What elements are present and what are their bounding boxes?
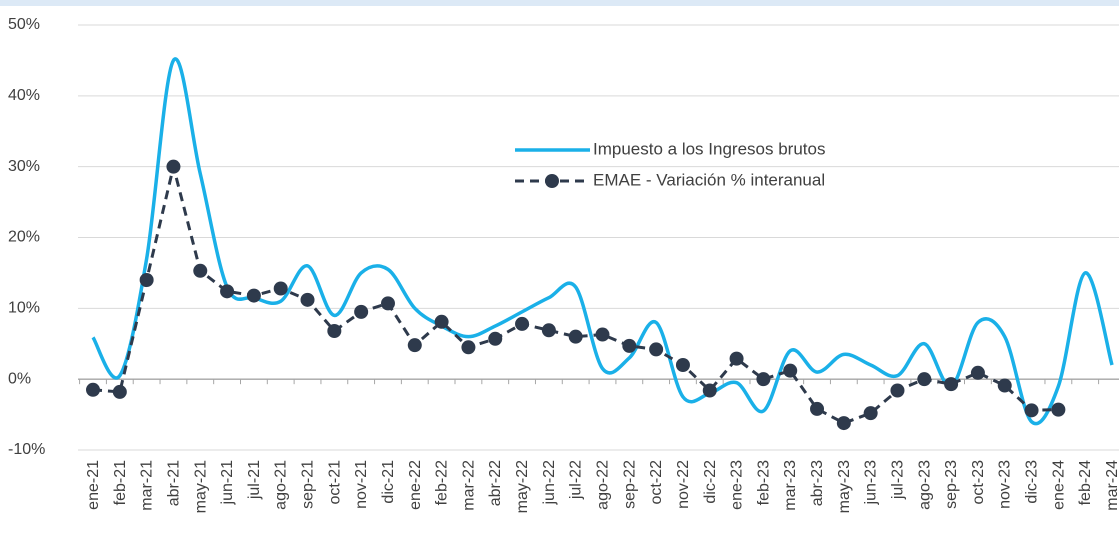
marker: [354, 304, 369, 319]
marker: [166, 159, 181, 174]
x-tick-label: dic-21: [380, 460, 397, 504]
marker: [810, 401, 825, 416]
y-tick-label: 10%: [8, 300, 40, 317]
x-tick-label: ene-23: [729, 460, 746, 510]
x-tick-label: jun-23: [863, 460, 880, 506]
y-tick-label: 0%: [8, 370, 31, 387]
marker: [139, 273, 154, 287]
x-tick-label: nov-22: [675, 460, 692, 509]
x-tick-label: oct-22: [648, 460, 665, 505]
marker: [1024, 403, 1039, 418]
x-tick-label: jul-22: [568, 460, 585, 500]
x-tick-label: mar-22: [460, 460, 477, 511]
marker: [515, 316, 530, 331]
marker: [675, 358, 690, 372]
marker: [488, 331, 503, 346]
x-tick-label: may-23: [836, 460, 853, 513]
top-band: [0, 0, 1119, 6]
x-tick-label: oct-21: [326, 460, 343, 505]
marker: [836, 416, 851, 431]
marker: [541, 323, 556, 338]
marker: [461, 340, 476, 355]
x-tick-label: mar-24: [1104, 460, 1119, 511]
x-tick-label: mar-21: [139, 460, 156, 511]
series-line: [91, 57, 1114, 426]
marker: [1051, 402, 1066, 417]
marker: [434, 314, 449, 329]
marker: [300, 292, 315, 307]
x-tick-label: may-21: [192, 460, 209, 513]
marker: [86, 382, 100, 397]
x-tick-label: nov-23: [997, 460, 1014, 509]
marker: [729, 351, 744, 366]
x-tick-label: ene-22: [407, 460, 424, 510]
series-line: [92, 166, 1059, 425]
x-tick-label: ene-24: [1050, 460, 1067, 510]
y-tick-label: 30%: [8, 158, 40, 175]
x-tick-label: abr-21: [165, 460, 182, 506]
x-tick-label: feb-24: [1077, 460, 1094, 505]
marker: [756, 372, 771, 387]
marker: [595, 327, 610, 342]
x-tick-label: oct-23: [970, 460, 987, 505]
x-tick-label: feb-21: [112, 460, 129, 505]
marker: [944, 377, 959, 392]
x-tick-label: sep-23: [943, 460, 960, 509]
marker: [112, 384, 127, 399]
marker: [246, 288, 261, 303]
marker: [273, 281, 288, 296]
marker: [193, 263, 208, 278]
y-tick-label: -10%: [8, 441, 45, 458]
legend-marker: [545, 174, 559, 188]
x-tick-label: sep-21: [300, 460, 317, 509]
marker: [997, 378, 1012, 393]
x-tick-label: dic-22: [702, 460, 719, 504]
x-tick-label: jun-21: [219, 460, 236, 506]
marker: [783, 363, 798, 378]
x-tick-label: ago-21: [273, 460, 290, 510]
marker: [649, 342, 664, 357]
marker: [970, 365, 985, 380]
y-tick-label: 50%: [8, 16, 40, 33]
marker: [407, 338, 422, 353]
x-tick-label: mar-23: [782, 460, 799, 511]
x-tick-label: nov-21: [353, 460, 370, 509]
marker: [863, 406, 878, 421]
x-tick-label: jun-22: [541, 460, 558, 506]
marker: [622, 338, 637, 353]
x-tick-label: abr-22: [487, 460, 504, 506]
x-tick-label: dic-23: [1024, 460, 1041, 504]
marker: [568, 329, 583, 344]
x-tick-label: abr-23: [809, 460, 826, 506]
x-tick-label: sep-22: [621, 460, 638, 509]
marker: [380, 296, 395, 311]
legend-label: Impuesto a los Ingresos brutos: [593, 139, 825, 158]
y-tick-label: 40%: [8, 87, 40, 104]
x-tick-label: feb-23: [755, 460, 772, 505]
x-tick-label: feb-22: [434, 460, 451, 505]
legend-label: EMAE - Variación % interanual: [593, 170, 825, 189]
x-tick-label: may-22: [514, 460, 531, 513]
marker: [702, 383, 717, 398]
x-tick-label: ene-21: [85, 460, 102, 510]
x-tick-label: jul-23: [889, 460, 906, 500]
x-tick-label: ago-22: [595, 460, 612, 510]
x-tick-label: ago-23: [916, 460, 933, 510]
marker: [220, 284, 235, 299]
marker: [327, 324, 342, 338]
marker: [890, 383, 905, 398]
y-tick-label: 20%: [8, 229, 40, 246]
marker: [917, 372, 932, 387]
x-tick-label: jul-21: [246, 460, 263, 500]
